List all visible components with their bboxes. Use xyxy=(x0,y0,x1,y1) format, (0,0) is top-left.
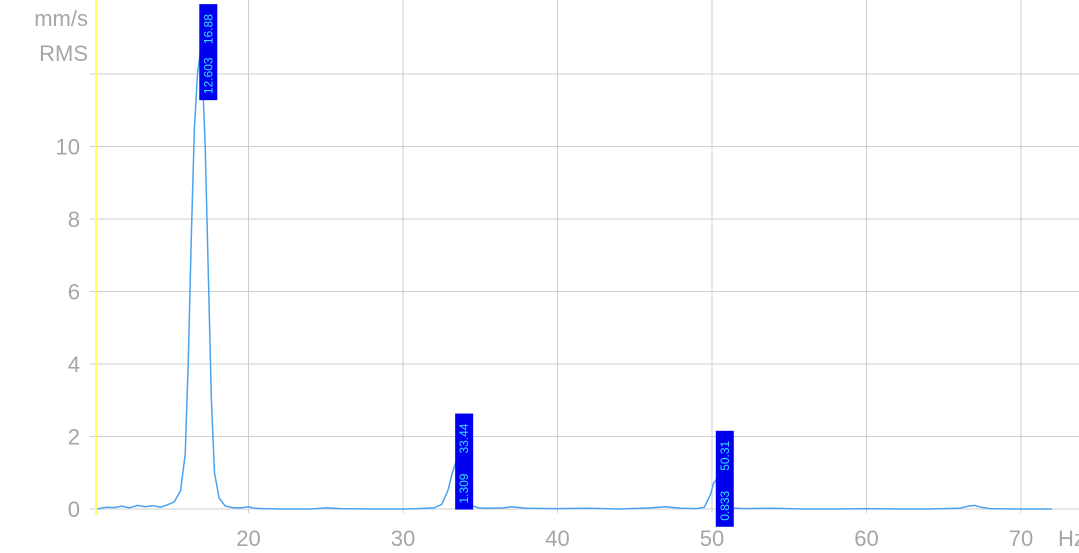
spectrum-line xyxy=(96,52,1052,510)
peak-label-box xyxy=(715,430,734,527)
peak-label-box xyxy=(199,4,218,101)
x-tick-label: 40 xyxy=(545,526,569,551)
y-tick-label: 0 xyxy=(68,497,80,522)
peak-amplitude: 1.309 xyxy=(457,473,471,503)
peak-label: 0.833 50.31 xyxy=(715,430,734,527)
x-tick-label: 50 xyxy=(700,526,724,551)
peak-amplitude: 0.833 xyxy=(718,490,732,520)
peak-frequency: 33.44 xyxy=(457,423,471,453)
y-tick-label: 6 xyxy=(68,280,80,305)
y-unit-label-line1: mm/s xyxy=(34,6,88,31)
x-unit-label: Hz xyxy=(1058,526,1079,551)
axis-tick-labels: 20 30 40 50 60 70 0 2 4 6 8 10 xyxy=(56,135,1034,552)
y-tick-label: 10 xyxy=(56,135,80,160)
y-tick-label: 2 xyxy=(68,425,80,450)
peak-labels: 12.603 16.88 1.309 33.44 0.833 50.31 xyxy=(199,4,734,527)
y-tick-label: 4 xyxy=(68,352,80,377)
peak-label: 12.603 16.88 xyxy=(199,4,218,101)
x-tick-label: 60 xyxy=(854,526,878,551)
peak-amplitude: 12.603 xyxy=(201,57,215,94)
y-tick-label: 8 xyxy=(68,207,80,232)
y-unit-label-line2: RMS xyxy=(39,41,88,66)
peak-label: 1.309 33.44 xyxy=(455,413,474,510)
x-tick-label: 30 xyxy=(391,526,415,551)
series-layer xyxy=(96,52,1052,510)
x-tick-label: 20 xyxy=(236,526,260,551)
grid-lines xyxy=(90,0,1079,513)
peak-label-box xyxy=(455,413,474,510)
peak-frequency: 50.31 xyxy=(718,440,732,470)
peak-frequency: 16.88 xyxy=(201,14,215,44)
x-tick-label: 70 xyxy=(1009,526,1033,551)
